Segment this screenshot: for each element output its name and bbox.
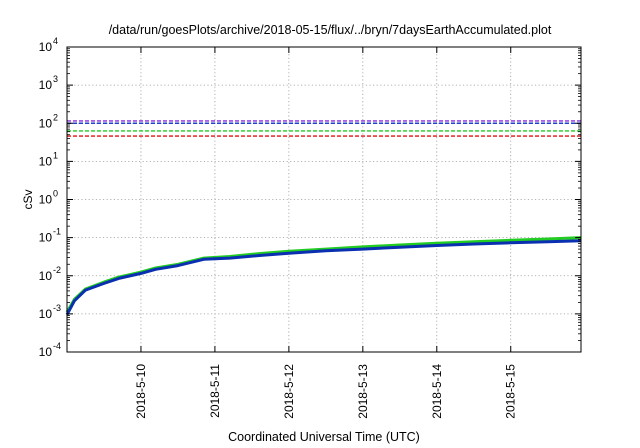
chart-title: /data/run/goesPlots/archive/2018-05-15/f… [109,23,552,37]
y-tick-exponent: -1 [53,227,61,237]
y-tick-exponent: -4 [53,341,61,351]
y-tick-exponent: 1 [53,150,58,160]
y-tick-label: 10 [39,116,53,130]
threshold-lines [67,120,581,137]
y-tick-label: 10 [39,40,53,54]
series-line [65,236,582,314]
y-tick-label: 10 [39,78,53,92]
y-axis-label: cSv [21,189,35,209]
y-tick-exponent: 0 [53,189,58,199]
x-tick-label: 2018-5-15 [504,364,518,419]
series-line [65,239,582,316]
plot-frame [66,46,582,353]
y-tick-label: 10 [39,269,53,283]
y-tick-exponent: 3 [53,74,58,84]
y-tick-exponent: 4 [53,36,58,46]
x-axis: 2018-5-10 2018-5-11 2018-5-12 2018-5-13 2018… [134,47,518,419]
y-tick-label: 10 [39,193,53,207]
x-tick-label: 2018-5-12 [282,364,296,419]
y-tick-label: 10 [39,231,53,245]
x-tick-label: 2018-5-14 [430,364,444,419]
y-tick-exponent: -3 [53,303,61,313]
y-tick-label: 10 [39,345,53,359]
y-tick-label: 10 [39,154,53,168]
y-tick-exponent: -2 [53,265,61,275]
y-tick-label: 10 [39,307,53,321]
x-tick-label: 2018-5-10 [134,364,148,419]
series-lines [65,236,582,316]
x-axis-label: Coordinated Universal Time (UTC) [228,430,420,444]
grid [67,47,581,352]
x-tick-label: 2018-5-13 [356,364,370,419]
x-tick-label: 2018-5-11 [208,364,222,418]
y-tick-exponent: 2 [53,112,58,122]
